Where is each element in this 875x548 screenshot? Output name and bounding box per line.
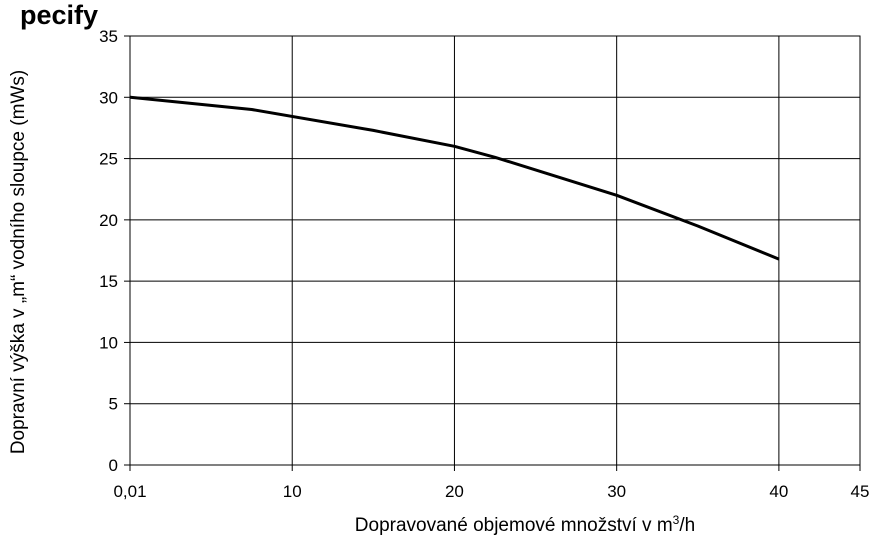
- x-axis-label-sup: 3: [673, 513, 680, 527]
- grid-lines: [130, 36, 860, 465]
- plot-frame: [129, 35, 861, 466]
- y-axis-label: Dopravní výška v „m“ vodního sloupce (mW…: [8, 70, 29, 454]
- y-tick-label: 25: [99, 150, 118, 169]
- x-tick-label: 0,01: [113, 482, 146, 501]
- y-tick-label: 10: [99, 333, 118, 352]
- y-tick-label: 30: [99, 88, 118, 107]
- chart-heading: pecify: [20, 0, 98, 30]
- x-axis-label-tail: /h: [679, 515, 695, 536]
- x-tick-label: 20: [445, 482, 464, 501]
- y-tick-label: 15: [99, 272, 118, 291]
- x-axis-label-main: Dopravované objemové množství v m: [355, 515, 673, 536]
- series-line: [130, 95, 780, 261]
- y-tick-label: 5: [109, 395, 118, 414]
- y-tick-label: 20: [99, 211, 118, 230]
- y-tick-label: 0: [109, 456, 118, 475]
- x-tick-label: 10: [283, 482, 302, 501]
- y-tick-label: 35: [99, 27, 118, 46]
- series-group: [130, 95, 780, 261]
- x-tick-label: 45: [851, 482, 870, 501]
- axis-ticks: 0 5 10 15 20 25 30 35 0,01 10 20 30 40 45: [99, 27, 869, 501]
- x-tick-label: 40: [769, 482, 788, 501]
- x-tick-label: 30: [607, 482, 626, 501]
- x-axis-label: Dopravované objemové množství v m3/h: [355, 513, 695, 536]
